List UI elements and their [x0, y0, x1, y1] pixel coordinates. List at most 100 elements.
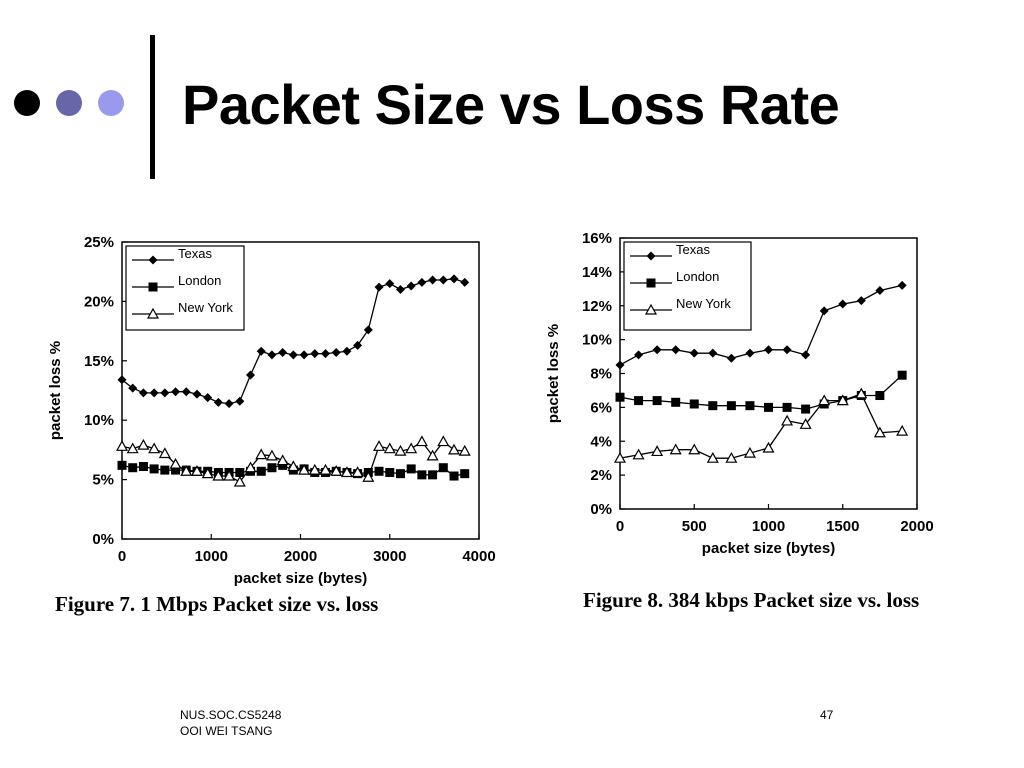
bullet-dots — [14, 90, 124, 116]
data-point-new-york — [180, 465, 193, 476]
legend-marker — [146, 307, 160, 319]
data-point-new-york — [743, 446, 756, 458]
data-point-london — [374, 466, 384, 476]
data-point-new-york — [818, 394, 831, 406]
data-point-new-york — [383, 442, 396, 454]
data-point-texas — [782, 345, 792, 355]
legend-marker — [148, 255, 158, 265]
bullet-dot-1 — [14, 90, 40, 116]
data-point-texas — [385, 279, 395, 289]
data-point-texas — [745, 348, 755, 358]
y-tick-label: 10% — [582, 332, 612, 349]
data-point-texas — [395, 285, 405, 295]
data-point-london — [438, 463, 448, 473]
data-point-london — [267, 463, 277, 473]
data-point-texas — [331, 347, 341, 357]
data-point-texas — [417, 277, 427, 287]
data-point-new-york — [126, 442, 139, 454]
series-line-texas — [619, 284, 903, 366]
data-point-new-york — [169, 457, 182, 469]
data-point-new-york — [148, 442, 161, 454]
legend-label: London — [178, 273, 221, 288]
data-point-texas — [726, 353, 736, 363]
chart-figure-8: 0% 2% 4% 6% 8% 10% 12% 14% 16% 0 500 1000 1500 2000 pa… — [545, 230, 934, 557]
data-point-texas — [856, 296, 866, 306]
series-line-london — [619, 374, 903, 410]
legend-box — [623, 241, 752, 331]
data-point-new-york — [276, 454, 289, 466]
data-point-new-york — [190, 465, 203, 476]
data-point-london — [782, 402, 792, 412]
data-point-new-york — [319, 463, 332, 475]
data-point-texas — [267, 350, 277, 360]
y-axis-label: packet loss % — [47, 341, 64, 440]
slide-title: Packet Size vs Loss Rate — [182, 73, 840, 136]
data-point-new-york — [115, 440, 129, 451]
data-point-london — [764, 402, 773, 412]
data-point-texas — [171, 387, 181, 397]
data-point-texas — [353, 340, 363, 350]
legend-label: Texas — [676, 242, 710, 257]
data-point-new-york — [362, 470, 375, 482]
data-point-texas — [138, 388, 148, 398]
data-point-london — [460, 469, 470, 479]
y-tick-label: 8% — [590, 366, 612, 383]
x-axis-label: packet size (bytes) — [702, 540, 835, 557]
data-point-new-york — [669, 443, 682, 455]
data-point-new-york — [873, 426, 886, 438]
data-point-new-york — [394, 444, 407, 456]
data-point-london — [449, 471, 459, 481]
data-point-texas — [428, 275, 438, 285]
data-point-london — [801, 404, 811, 414]
data-point-london — [745, 401, 755, 411]
data-point-texas — [406, 281, 416, 291]
data-point-texas — [310, 349, 320, 359]
data-point-new-york — [855, 387, 868, 399]
footer-credit: NUS.SOC.CS5248 OOI WEI TSANG — [180, 707, 281, 739]
legend-label: London — [676, 269, 719, 284]
data-point-new-york — [426, 449, 439, 461]
data-point-new-york — [212, 469, 225, 481]
data-point-texas — [363, 325, 373, 335]
data-point-new-york — [201, 467, 214, 479]
data-point-texas — [671, 345, 681, 355]
data-point-texas — [320, 349, 330, 359]
data-point-new-york — [287, 460, 300, 472]
data-point-new-york — [836, 394, 849, 406]
x-tick-label: 3000 — [373, 548, 406, 565]
legend-marker — [148, 282, 158, 292]
x-tick-label: 0 — [616, 518, 624, 535]
x-tick-label: 2000 — [284, 548, 317, 565]
data-point-texas — [288, 350, 298, 360]
data-point-new-york — [308, 463, 321, 475]
data-point-new-york — [725, 451, 738, 463]
data-point-texas — [875, 286, 885, 296]
data-point-texas — [128, 383, 138, 393]
data-point-new-york — [799, 418, 812, 429]
data-point-texas — [689, 348, 699, 358]
y-tick-label: 15% — [84, 353, 114, 370]
data-point-new-york — [330, 465, 343, 476]
data-point-texas — [278, 347, 288, 357]
data-point-london — [128, 463, 138, 473]
x-tick-label: 1000 — [752, 518, 785, 535]
data-point-texas — [149, 388, 159, 398]
legend-label: New York — [178, 300, 233, 315]
data-point-london — [149, 464, 159, 474]
data-point-new-york — [373, 440, 386, 451]
data-point-texas — [801, 350, 811, 360]
data-point-london — [278, 460, 288, 470]
data-point-texas — [449, 274, 459, 284]
data-point-texas — [897, 280, 907, 290]
data-point-london — [171, 465, 181, 475]
y-tick-label: 10% — [84, 412, 114, 429]
data-point-new-york — [706, 451, 719, 463]
series-line-new-york — [619, 392, 903, 459]
data-point-new-york — [651, 445, 664, 457]
data-point-new-york — [896, 424, 909, 436]
y-tick-label: 20% — [84, 293, 114, 310]
data-point-new-york — [437, 435, 450, 447]
data-point-london — [708, 401, 718, 411]
data-point-texas — [708, 348, 718, 358]
figure-8-caption: Figure 8. 384 kbps Packet size vs. loss — [583, 588, 920, 612]
